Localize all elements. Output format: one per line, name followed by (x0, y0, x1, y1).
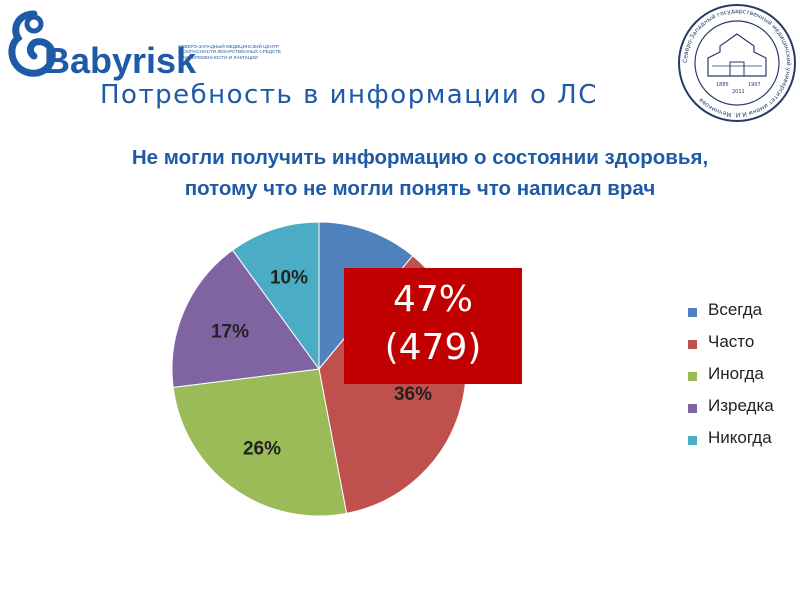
legend-swatch (688, 436, 697, 445)
pie-data-label: 26% (243, 439, 281, 460)
legend-label: Всегда (708, 300, 763, 319)
chart-title: Не могли получить информацию о состоянии… (131, 146, 709, 200)
pie-slice-2 (172, 368, 348, 517)
legend-swatch (688, 372, 697, 381)
legend-label: Часто (708, 332, 755, 351)
pie-data-label: 17% (211, 322, 249, 343)
seal-year-3: 2011 (732, 89, 745, 95)
legend-label: Никогда (708, 428, 772, 447)
legend-label: Изредка (708, 396, 774, 415)
pie-data-label: 10% (270, 268, 308, 289)
legend-swatch (688, 404, 697, 413)
callout-count: (479) (384, 327, 482, 368)
seal-year-2: 1907 (748, 82, 761, 88)
page-title: Потребность в информации о ЛС (100, 80, 598, 110)
baby-logo-icon (8, 10, 56, 77)
logo-text: Babyrisk (44, 40, 197, 81)
legend-label: Иногда (708, 364, 764, 383)
legend-swatch (688, 340, 697, 349)
callout-percent: 47% (392, 279, 473, 320)
callout-box: 47% (479) (344, 268, 522, 384)
babyrisk-logo: Babyrisk Северо-западный медицинский цен… (4, 6, 304, 86)
seal-year-1: 1885 (716, 82, 729, 88)
university-seal-icon: Северо-Западный государственный медицинс… (678, 4, 796, 122)
legend-swatch (688, 308, 697, 317)
pie-slice-3 (171, 249, 320, 388)
logo-subtext: Северо-западный медицинский центр безопа… (178, 44, 281, 60)
pie-slice-4 (231, 221, 320, 371)
pie-data-label: 36% (394, 384, 432, 405)
